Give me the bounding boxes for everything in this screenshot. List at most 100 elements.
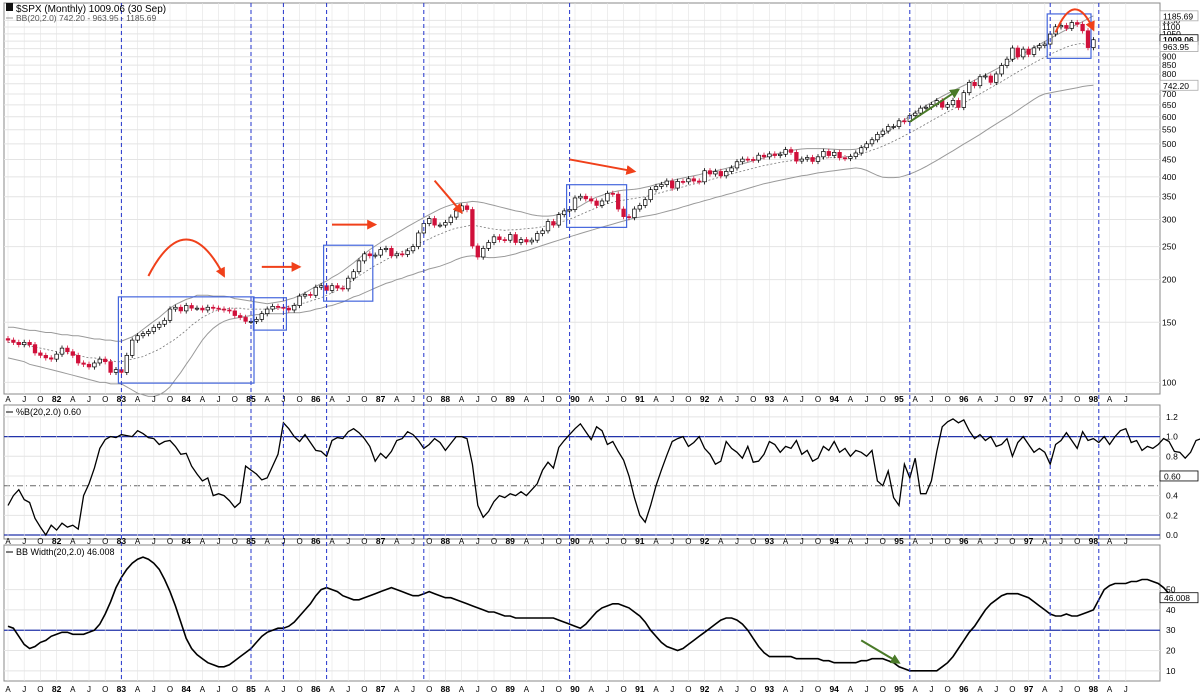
candle-body xyxy=(1075,22,1080,25)
x-axis-label: J xyxy=(152,685,156,694)
x-axis-label: J xyxy=(994,395,998,404)
price-value-label: 1185.69 xyxy=(1163,11,1193,21)
x-axis-label: J xyxy=(735,685,739,694)
x-axis-label: O xyxy=(815,537,821,546)
candle-body xyxy=(410,246,416,252)
x-axis-label: A xyxy=(135,685,141,694)
indicator-value-label: 0.60 xyxy=(1164,471,1181,481)
x-axis-label: A xyxy=(718,395,724,404)
x-axis-label: O xyxy=(750,685,756,694)
x-axis-label: 91 xyxy=(635,536,645,546)
x-axis-label: O xyxy=(815,685,821,694)
x-axis-label: A xyxy=(783,395,789,404)
x-axis-label: J xyxy=(929,395,933,404)
price-value-label-box xyxy=(1159,10,1199,22)
candle-body xyxy=(292,305,297,311)
x-axis-label: O xyxy=(102,395,108,404)
candle-body xyxy=(923,106,929,109)
candle-body xyxy=(491,236,497,243)
x-axis-label: O xyxy=(620,685,626,694)
candle-body xyxy=(194,307,200,310)
candle-body xyxy=(470,209,475,247)
candle-body xyxy=(1091,39,1096,48)
candle-body xyxy=(572,197,578,210)
x-axis-label: A xyxy=(977,537,983,546)
x-axis-label: A xyxy=(589,685,595,694)
candle-body xyxy=(670,180,675,189)
x-axis-label: J xyxy=(1059,395,1063,404)
candle-body xyxy=(437,224,443,227)
x-axis-label: A xyxy=(913,395,919,404)
price-tick-label: 500 xyxy=(1162,139,1176,149)
price-tick-label: 250 xyxy=(1162,242,1176,252)
x-axis-label: 91 xyxy=(635,394,645,404)
x-axis-label: 95 xyxy=(894,394,904,404)
candle-body xyxy=(454,210,459,218)
x-axis-label: 91 xyxy=(635,684,645,694)
candle-body xyxy=(896,120,902,127)
candle-body xyxy=(961,92,966,108)
bb-legend: BB(20,2.0) 742.20 - 963.95 - 1185.69 xyxy=(16,13,156,23)
candle-body xyxy=(1042,43,1047,46)
x-axis-label: A xyxy=(394,395,400,404)
candle-body xyxy=(556,214,561,226)
bb-width-tick-label: 40 xyxy=(1166,605,1176,615)
candle-body xyxy=(146,331,151,334)
x-axis-label: A xyxy=(265,685,271,694)
x-axis-label: J xyxy=(1059,685,1063,694)
x-axis-label: O xyxy=(685,537,691,546)
candle-body xyxy=(562,210,567,216)
x-axis-label: 84 xyxy=(181,536,191,546)
x-axis-label: J xyxy=(87,395,91,404)
candle-body xyxy=(383,248,389,250)
annotation-arrow xyxy=(569,158,637,175)
x-axis-label: J xyxy=(476,537,480,546)
candle-body xyxy=(918,107,923,114)
candle-body xyxy=(1080,23,1085,32)
x-axis-label: A xyxy=(524,395,530,404)
candle-body xyxy=(778,153,783,156)
x-axis-label: J xyxy=(281,537,285,546)
x-axis-label: J xyxy=(152,537,156,546)
x-axis-label: A xyxy=(329,685,335,694)
candle-body xyxy=(529,239,534,243)
x-axis-label: O xyxy=(296,537,302,546)
x-axis-label: O xyxy=(1074,685,1080,694)
price-value-label: 1009.06 xyxy=(1163,35,1194,45)
x-axis-label: O xyxy=(296,685,302,694)
consolidation-box xyxy=(1046,13,1092,59)
price-tick-label: 1100 xyxy=(1162,22,1181,32)
candle-body xyxy=(124,355,129,373)
candle-body xyxy=(610,192,615,195)
candle-body xyxy=(972,81,977,87)
candle-body xyxy=(718,171,723,177)
candle-body xyxy=(599,200,605,206)
x-axis-label: 94 xyxy=(829,536,839,546)
x-axis-label: A xyxy=(653,685,659,694)
price-panel-frame xyxy=(3,2,1161,395)
candle-body xyxy=(1031,47,1037,55)
candle-body xyxy=(103,358,108,363)
price-tick-label: 200 xyxy=(1162,275,1176,285)
x-axis-label: A xyxy=(589,537,595,546)
candle-body xyxy=(945,104,950,108)
x-axis-label: O xyxy=(232,395,238,404)
price-tick-label: 450 xyxy=(1162,154,1176,164)
x-axis-label: A xyxy=(1042,395,1048,404)
candle-body xyxy=(189,305,194,309)
x-axis-label: A xyxy=(977,395,983,404)
candle-body xyxy=(913,112,918,116)
x-axis-label: O xyxy=(37,395,43,404)
x-axis-label: J xyxy=(152,395,156,404)
price-tick-label: 300 xyxy=(1162,215,1176,225)
candle-body xyxy=(200,307,205,311)
candle-body xyxy=(76,355,81,364)
candle-body xyxy=(551,221,556,226)
x-axis-label: J xyxy=(670,395,674,404)
candle-body xyxy=(113,369,119,373)
candle-body xyxy=(108,361,113,373)
candle-body xyxy=(880,130,885,135)
candle-body xyxy=(859,147,864,154)
candle-body xyxy=(227,309,232,312)
x-axis-label: 95 xyxy=(894,684,904,694)
